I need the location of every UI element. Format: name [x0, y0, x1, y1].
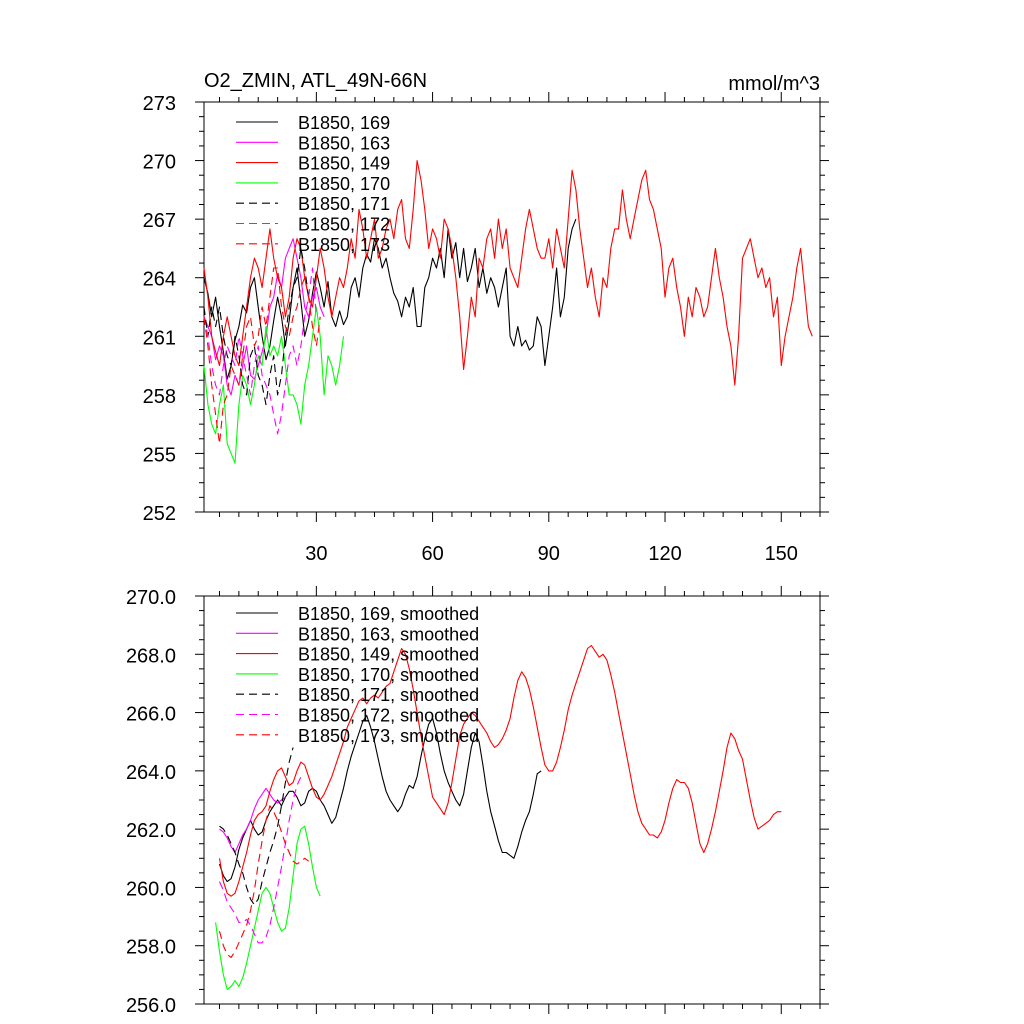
series-line-b1850-171-smoothed [219, 747, 294, 906]
plot-frame [203, 595, 821, 1005]
legend-label: B1850, 170 [298, 174, 390, 194]
legend-label: B1850, 163 [298, 133, 390, 153]
legend-label: B1850, 171 [298, 194, 390, 214]
panel-top-raw: 252 255 258 261 264 267 270 273 30 60 90 120 150 O2_Z… [143, 70, 829, 565]
units-label: mmol/m^3 [728, 73, 820, 95]
legend-label: B1850, 172, smoothed [298, 706, 479, 726]
y-tick-label: 273 [143, 93, 176, 115]
y-tick-label: 252 [143, 503, 176, 525]
legend-label: B1850, 173, smoothed [298, 726, 479, 746]
legend-label: B1850, 173 [298, 235, 390, 255]
y-tick-label: 270.0 [126, 587, 176, 609]
series-line-b1850-169-smoothed [218, 714, 542, 883]
legend-label: B1850, 169 [298, 113, 390, 133]
series-line-b1850-173 [203, 267, 321, 445]
y-tick-label: 264 [143, 269, 176, 291]
legend-label: B1850, 149, smoothed [298, 645, 479, 665]
y-tick-label: 266.0 [126, 704, 176, 726]
legend-label: B1850, 171, smoothed [298, 685, 479, 705]
legend-label: B1850, 170, smoothed [298, 665, 479, 685]
series-line-b1850-172 [203, 267, 317, 435]
y-tick-label: 258 [143, 386, 176, 408]
series-line-b1850-173-smoothed [218, 805, 309, 958]
y-tick-label: 256.0 [126, 995, 176, 1017]
y-tick-label: 255 [143, 444, 176, 466]
y-tick-label: 260.0 [126, 878, 176, 900]
x-tick-label: 150 [765, 543, 798, 565]
y-tick-label: 262.0 [126, 820, 176, 842]
series-line-b1850-170-smoothed [215, 825, 321, 990]
x-tick-label: 30 [305, 543, 327, 565]
legend-label: B1850, 149 [298, 154, 390, 174]
legend-label: B1850, 163, smoothed [298, 624, 479, 644]
series-line-b1850-169 [203, 218, 577, 380]
x-tick-label: 90 [538, 543, 560, 565]
series-line-b1850-172-smoothed [218, 776, 302, 944]
series-line-b1850-149 [203, 160, 813, 386]
series-line-b1850-163-smoothed [219, 787, 286, 854]
y-tick-label: 270 [143, 152, 176, 174]
series-line-b1850-170 [203, 306, 345, 464]
y-tick-label: 261 [143, 327, 176, 349]
y-tick-label: 258.0 [126, 937, 176, 959]
legend-label: B1850, 169, smoothed [298, 604, 479, 624]
series-line-b1850-171 [203, 247, 310, 406]
panel-bottom-smoothed: 256.0 258.0 260.0 262.0 264.0 266.0 268.0 270.0… [126, 586, 829, 1017]
chart-title: O2_ZMIN, ATL_49N-66N [204, 70, 427, 92]
plot-frame [203, 101, 821, 513]
legend-label: B1850, 172 [298, 215, 390, 235]
y-tick-label: 267 [143, 210, 176, 232]
y-tick-label: 264.0 [126, 762, 176, 784]
x-tick-label: 120 [648, 543, 681, 565]
series-line-b1850-149-smoothed [218, 644, 782, 897]
x-tick-label: 60 [421, 543, 443, 565]
y-tick-label: 268.0 [126, 645, 176, 667]
